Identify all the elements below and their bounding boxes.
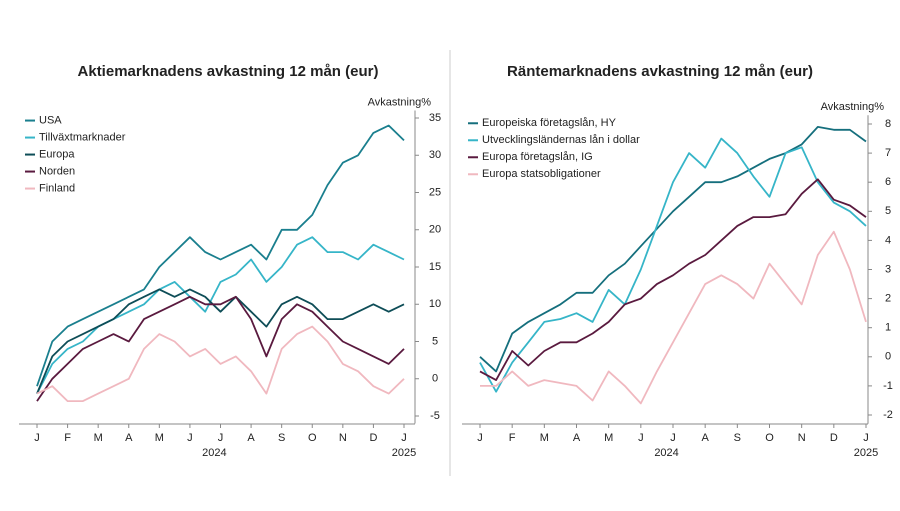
year-label: 2025 <box>392 447 416 459</box>
y-tick-label: 15 <box>429 261 441 273</box>
x-tick-label: S <box>734 432 741 444</box>
y-tick-label: -5 <box>430 410 440 422</box>
chart-title: Aktiemarknadens avkastning 12 mån (eur) <box>78 63 379 80</box>
series-line <box>36 295 405 402</box>
legend-label: Finland <box>39 182 75 194</box>
x-tick-label: M <box>155 432 164 444</box>
y-tick-label: 0 <box>885 351 891 363</box>
series-line <box>36 288 405 394</box>
y-tick-label: -1 <box>883 380 893 392</box>
x-tick-label: J <box>218 432 224 444</box>
x-tick-label: M <box>540 432 549 444</box>
legend-label: Europa <box>39 148 75 160</box>
x-tick-label: J <box>401 432 407 444</box>
legend-label: Europa statsobligationer <box>482 168 601 180</box>
series-line <box>479 178 867 381</box>
x-tick-label: S <box>278 432 285 444</box>
x-tick-label: O <box>308 432 317 444</box>
y-tick-label: 7 <box>885 147 891 159</box>
y-tick-label: 3 <box>885 263 891 275</box>
x-tick-label: F <box>64 432 71 444</box>
legend-label: Utvecklingsländernas lån i dollar <box>482 134 640 146</box>
x-tick-label: J <box>477 432 483 444</box>
x-tick-label: J <box>863 432 869 444</box>
y-axis-label: Avkastning% <box>368 96 432 108</box>
x-tick-label: M <box>94 432 103 444</box>
y-tick-label: 1 <box>885 322 891 334</box>
y-tick-label: 25 <box>429 186 441 198</box>
y-tick-label: 30 <box>429 149 441 161</box>
x-tick-label: J <box>638 432 644 444</box>
x-tick-label: A <box>247 432 255 444</box>
x-tick-label: J <box>670 432 676 444</box>
y-tick-label: 8 <box>885 118 891 130</box>
series-line <box>36 124 405 387</box>
x-tick-label: A <box>125 432 133 444</box>
x-tick-label: A <box>573 432 581 444</box>
series-line <box>479 126 867 373</box>
y-tick-label: 10 <box>429 298 441 310</box>
legend-label: USA <box>39 114 62 126</box>
year-label: 2024 <box>202 447 226 459</box>
y-tick-label: 4 <box>885 234 891 246</box>
y-tick-label: 5 <box>885 205 891 217</box>
series-line <box>479 137 867 393</box>
y-tick-label: 2 <box>885 293 891 305</box>
y-tick-label: 5 <box>432 335 438 347</box>
x-tick-label: M <box>604 432 613 444</box>
chart-title: Räntemarknadens avkastning 12 mån (eur) <box>507 63 813 80</box>
y-tick-label: 35 <box>429 112 441 124</box>
legend-label: Europa företagslån, IG <box>482 151 593 163</box>
year-label: 2025 <box>854 447 878 459</box>
x-tick-label: O <box>765 432 774 444</box>
x-tick-label: N <box>339 432 347 444</box>
legend-label: Tillväxtmarknader <box>39 131 126 143</box>
x-tick-label: N <box>798 432 806 444</box>
x-tick-label: A <box>701 432 709 444</box>
x-tick-label: J <box>34 432 40 444</box>
x-tick-label: J <box>187 432 193 444</box>
series-line <box>36 325 405 402</box>
x-tick-label: D <box>830 432 838 444</box>
y-tick-label: 0 <box>432 373 438 385</box>
x-tick-label: D <box>369 432 377 444</box>
year-label: 2024 <box>654 447 678 459</box>
y-tick-label: 20 <box>429 224 441 236</box>
y-axis-label: Avkastning% <box>821 101 885 113</box>
x-tick-label: F <box>509 432 516 444</box>
series-line <box>480 230 867 405</box>
legend-label: Norden <box>39 165 75 177</box>
legend-label: Europeiska företagslån, HY <box>482 117 617 129</box>
y-tick-label: 6 <box>885 176 891 188</box>
y-tick-label: -2 <box>883 409 893 421</box>
